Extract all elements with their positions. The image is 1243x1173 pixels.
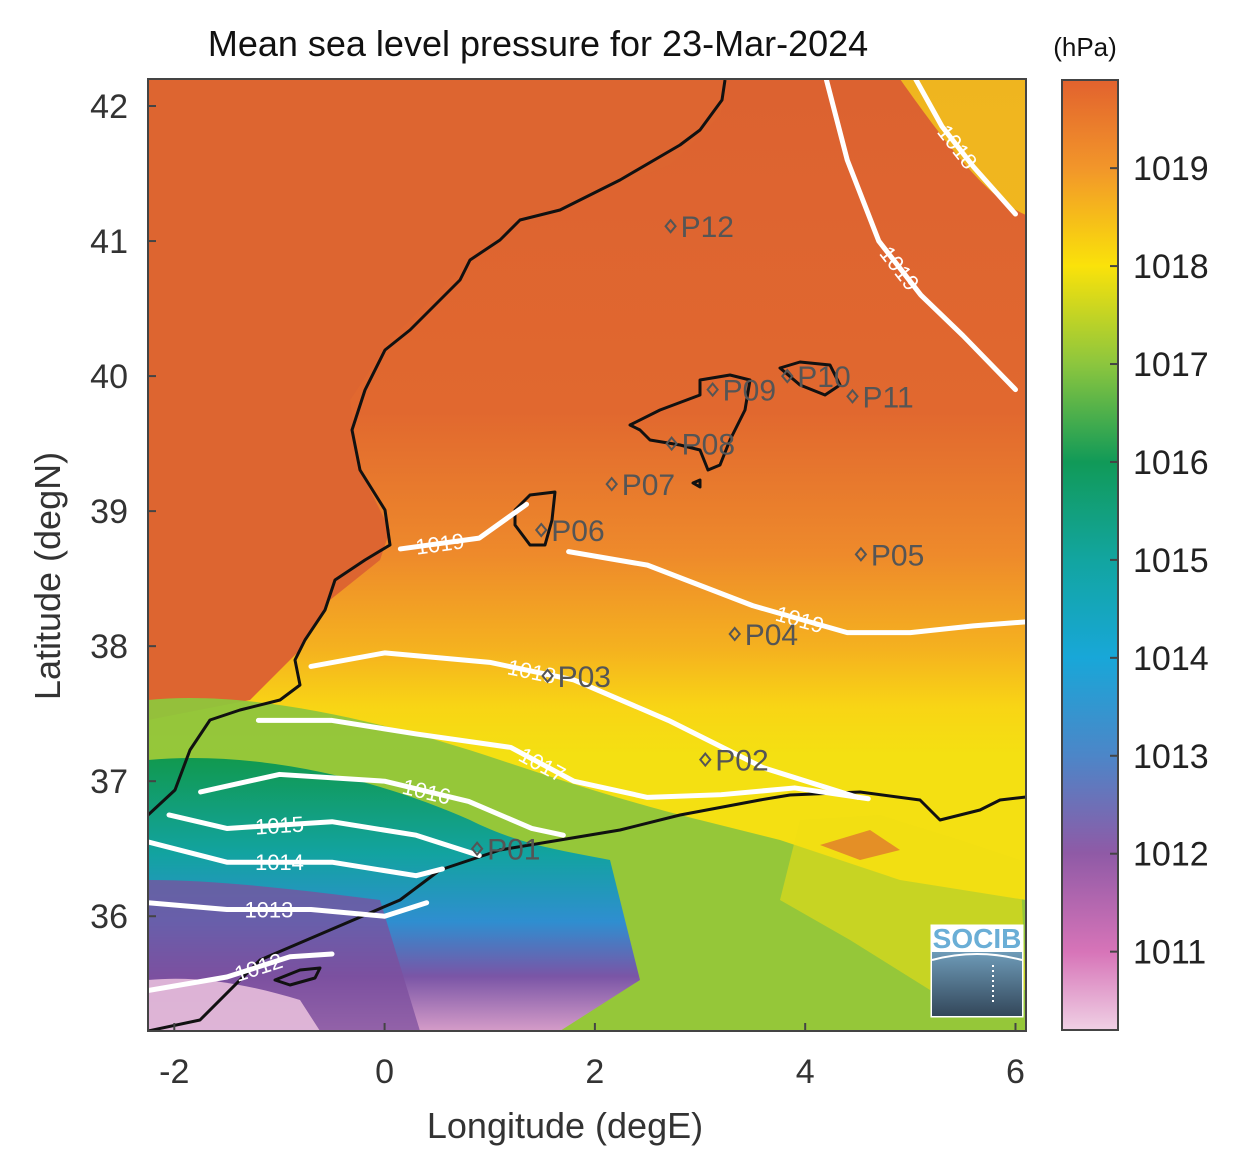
contour-label: 1014 <box>255 850 304 875</box>
y-tick-label: 41 <box>90 223 128 261</box>
colorbar <box>1061 79 1119 1031</box>
station-marker <box>854 546 868 562</box>
y-tick-label: 37 <box>90 763 128 801</box>
contour-label: 1015 <box>254 812 304 840</box>
station-marker <box>665 436 678 452</box>
x-tick-label: 2 <box>585 1053 604 1091</box>
contour-1017 <box>255 717 871 802</box>
y-tick-label: 40 <box>90 358 128 396</box>
station-marker <box>706 382 719 398</box>
station-marker <box>728 626 742 642</box>
colorbar-label: (hPa) <box>1053 32 1117 62</box>
colorbar-tick-label: 1011 <box>1133 934 1206 972</box>
colorbar-tick-label: 1016 <box>1133 444 1209 482</box>
x-axis-label: Longitude (degE) <box>427 1105 703 1146</box>
y-tick-label: 38 <box>90 628 128 666</box>
station-label: P11 <box>863 381 914 414</box>
colorbar-ticks: 1011 1012 1013 1014 1015 1016 1017 1018 1019 <box>1110 150 1209 972</box>
contour-label: 1013 <box>244 897 293 922</box>
colorbar-tick-label: 1017 <box>1133 346 1209 384</box>
colorbar-tick-label: 1018 <box>1133 248 1209 286</box>
station-marker <box>541 668 554 684</box>
x-tick-label: 6 <box>1006 1053 1025 1091</box>
station-label: P09 <box>723 375 776 408</box>
station-marker <box>664 218 677 234</box>
x-tick-label: 0 <box>375 1053 394 1091</box>
station-marker <box>781 368 794 384</box>
contour-1019 <box>823 79 1018 393</box>
colorbar-tick-label: 1015 <box>1133 542 1209 580</box>
station-marker <box>698 752 712 768</box>
contour-1015 <box>166 812 482 858</box>
contour-1012 <box>148 951 335 993</box>
contour-1018 <box>913 79 1018 217</box>
logo-text: SOCIB <box>933 923 1022 954</box>
contour-lines: 1012101310141015101610171018101910191019… <box>148 79 1026 993</box>
station-marker <box>846 388 859 404</box>
station-label: P06 <box>551 515 604 548</box>
x-tick-label: -2 <box>159 1053 189 1091</box>
plot-frame <box>147 78 1027 1032</box>
station-marker <box>470 841 484 857</box>
contour-1019 <box>397 501 530 552</box>
colorbar-tick-label: 1014 <box>1133 640 1209 678</box>
station-label: P07 <box>622 469 675 502</box>
station-label: P03 <box>558 661 611 694</box>
station-label: P08 <box>682 429 735 462</box>
y-tick-label: 42 <box>90 88 128 126</box>
y-tick-label: 39 <box>90 493 128 531</box>
station-marker <box>605 476 619 492</box>
x-tick-label: 4 <box>796 1053 815 1091</box>
contour-1018 <box>308 650 861 800</box>
colorbar-tick-label: 1019 <box>1133 150 1209 188</box>
x-axis: -2 0 2 4 6 <box>159 1023 1025 1091</box>
coastlines <box>148 79 1026 1031</box>
colorbar-tick-label: 1013 <box>1133 738 1209 776</box>
y-axis: 36 37 38 39 40 41 42 <box>90 88 156 936</box>
contour-1014 <box>148 839 445 879</box>
station-label: P12 <box>681 211 734 244</box>
colorbar-tick-label: 1012 <box>1133 836 1209 874</box>
contour-1019 <box>566 549 1026 636</box>
station-label: P04 <box>745 619 798 652</box>
socib-logo: SOCIB <box>930 923 1024 1018</box>
station-label: P10 <box>797 361 850 394</box>
contour-1013 <box>148 900 430 919</box>
station-marker <box>534 522 548 538</box>
chart-title: Mean sea level pressure for 23-Mar-2024 <box>208 23 868 64</box>
station-label: P05 <box>871 539 924 572</box>
y-tick-label: 36 <box>90 898 128 936</box>
station-label: P01 <box>487 834 540 867</box>
y-axis-label: Latitude (degN) <box>27 452 68 700</box>
contour-1016 <box>198 771 566 838</box>
station-label: P02 <box>715 745 768 778</box>
